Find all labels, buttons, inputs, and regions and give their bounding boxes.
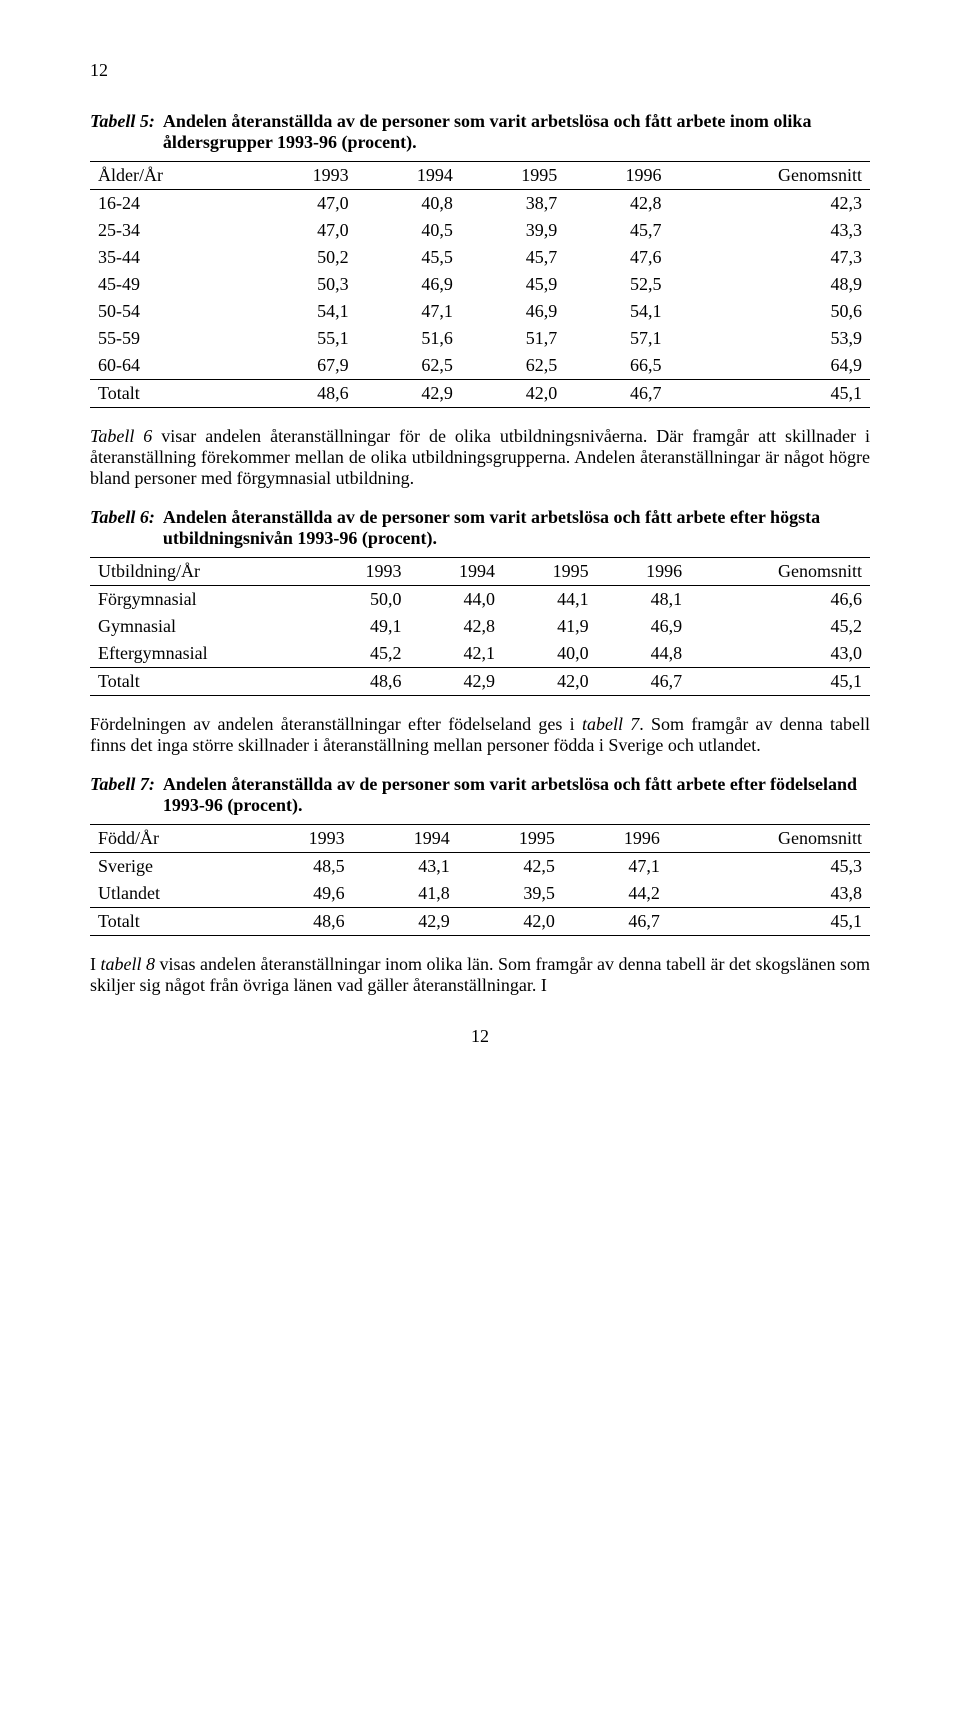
- table-row: Gymnasial49,142,841,946,945,2: [90, 613, 870, 640]
- col-header: Genomsnitt: [668, 825, 870, 853]
- col-header: 1993: [252, 162, 356, 190]
- col-header: 1993: [316, 558, 410, 586]
- col-header: Utbildning/År: [90, 558, 316, 586]
- ref-tabell7: tabell 7: [582, 714, 639, 734]
- table-total-row: Totalt48,642,942,046,745,1: [90, 908, 870, 936]
- table-total-row: Totalt48,642,942,046,745,1: [90, 380, 870, 408]
- col-header: Ålder/År: [90, 162, 252, 190]
- ref-tabell8: tabell 8: [101, 954, 156, 974]
- col-header: 1996: [563, 825, 668, 853]
- table6-title: Tabell 6: Andelen återanställda av de pe…: [90, 507, 870, 549]
- paragraph-text: visas andelen återanställningar inom oli…: [90, 954, 870, 995]
- ref-tabell6: Tabell 6: [90, 426, 152, 446]
- col-header: 1996: [565, 162, 669, 190]
- col-header: 1996: [597, 558, 691, 586]
- table-total-row: Totalt48,642,942,046,745,1: [90, 668, 870, 696]
- col-header: 1994: [410, 558, 504, 586]
- table6: Utbildning/År 1993 1994 1995 1996 Genoms…: [90, 557, 870, 696]
- table-row: 25-3447,040,539,945,743,3: [90, 217, 870, 244]
- paragraph-3: I tabell 8 visas andelen återanställning…: [90, 954, 870, 996]
- table5-label: Tabell 5:: [90, 111, 163, 153]
- table-row: 50-5454,147,146,954,150,6: [90, 298, 870, 325]
- table-row: 35-4450,245,545,747,647,3: [90, 244, 870, 271]
- table-row: Förgymnasial50,044,044,148,146,6: [90, 586, 870, 614]
- table6-label: Tabell 6:: [90, 507, 163, 549]
- table5-title: Tabell 5: Andelen återanställda av de pe…: [90, 111, 870, 153]
- paragraph-text: visar andelen återanställningar för de o…: [90, 426, 870, 488]
- table7-title: Tabell 7: Andelen återanställda av de pe…: [90, 774, 870, 816]
- table-header-row: Född/År 1993 1994 1995 1996 Genomsnitt: [90, 825, 870, 853]
- table5-title-text: Andelen återanställda av de personer som…: [163, 111, 870, 153]
- table-row: 55-5955,151,651,757,153,9: [90, 325, 870, 352]
- table-row: Sverige48,543,142,547,145,3: [90, 853, 870, 881]
- col-header: Genomsnitt: [669, 162, 870, 190]
- col-header: 1995: [458, 825, 563, 853]
- table-row: Utlandet49,641,839,544,243,8: [90, 880, 870, 908]
- paragraph-text: I: [90, 954, 101, 974]
- col-header: Född/År: [90, 825, 248, 853]
- col-header: 1994: [357, 162, 461, 190]
- table7-title-text: Andelen återanställda av de personer som…: [163, 774, 870, 816]
- col-header: 1995: [461, 162, 565, 190]
- table-header-row: Ålder/År 1993 1994 1995 1996 Genomsnitt: [90, 162, 870, 190]
- table7-label: Tabell 7:: [90, 774, 163, 816]
- table5: Ålder/År 1993 1994 1995 1996 Genomsnitt …: [90, 161, 870, 408]
- col-header: Genomsnitt: [690, 558, 870, 586]
- col-header: 1994: [353, 825, 458, 853]
- paragraph-1: Tabell 6 visar andelen återanställningar…: [90, 426, 870, 489]
- page-number-bottom: 12: [90, 1026, 870, 1047]
- table-header-row: Utbildning/År 1993 1994 1995 1996 Genoms…: [90, 558, 870, 586]
- table7: Född/År 1993 1994 1995 1996 Genomsnitt S…: [90, 824, 870, 936]
- table-row: Eftergymnasial45,242,140,044,843,0: [90, 640, 870, 668]
- paragraph-2: Fördelningen av andelen återanställninga…: [90, 714, 870, 756]
- paragraph-text: Fördelningen av andelen återanställninga…: [90, 714, 582, 734]
- table-row: 45-4950,346,945,952,548,9: [90, 271, 870, 298]
- table6-title-text: Andelen återanställda av de personer som…: [163, 507, 870, 549]
- page-number-top: 12: [90, 60, 870, 81]
- table-row: 60-6467,962,562,566,564,9: [90, 352, 870, 380]
- col-header: 1995: [503, 558, 597, 586]
- col-header: 1993: [248, 825, 353, 853]
- table-row: 16-2447,040,838,742,842,3: [90, 190, 870, 218]
